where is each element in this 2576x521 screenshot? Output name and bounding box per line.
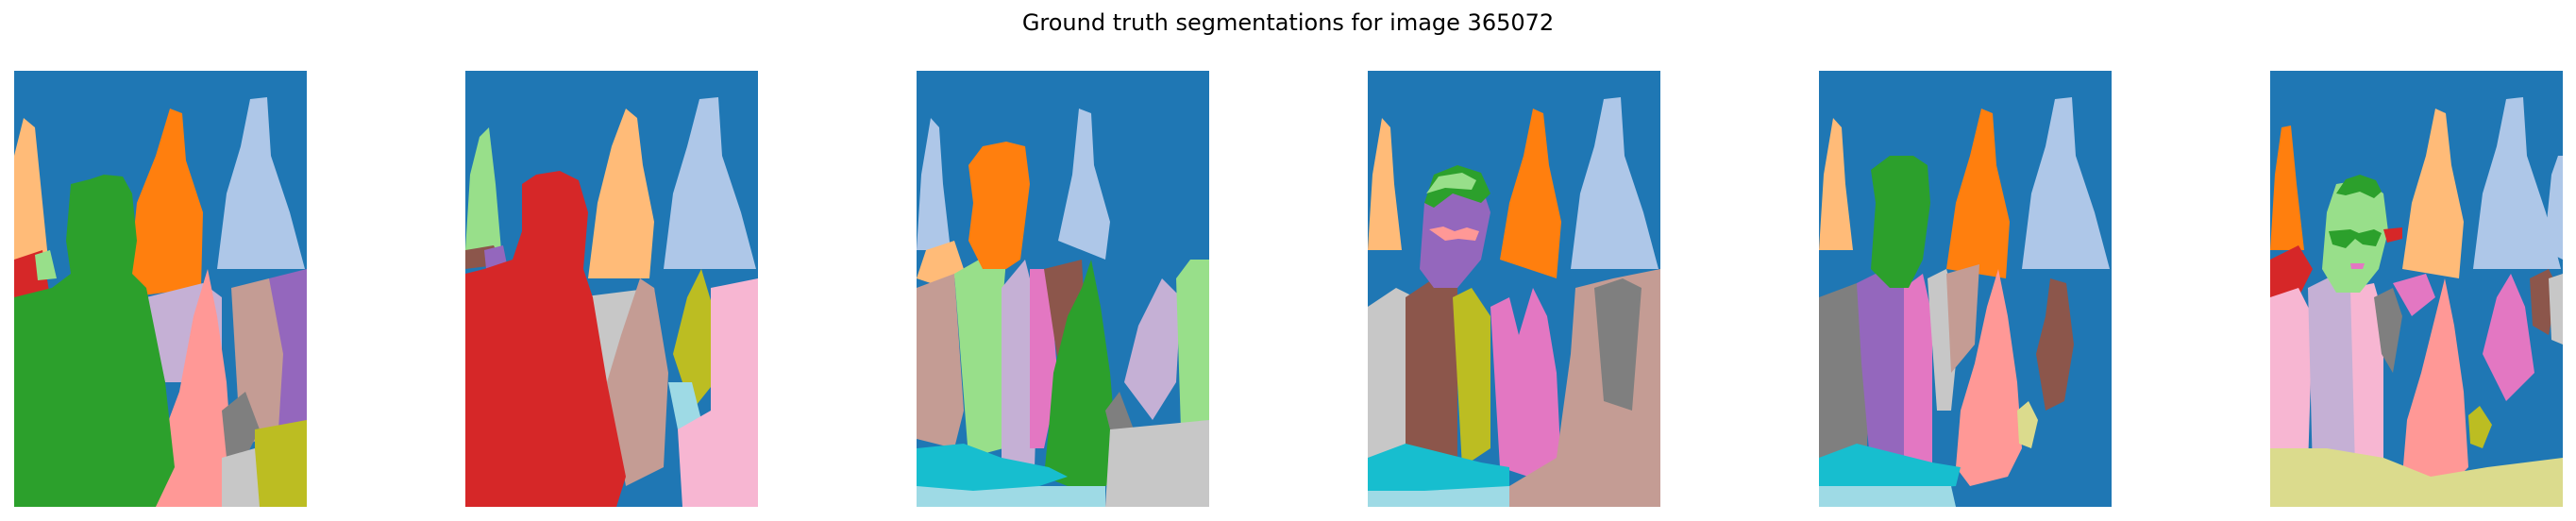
segment-person-red <box>465 171 626 507</box>
segment-lightpurple-right <box>1124 278 1181 420</box>
segment-purple <box>1857 269 1909 472</box>
segment-lightolive <box>2270 448 2563 507</box>
segment-gray <box>2374 288 2402 373</box>
segment-lightgreen-right <box>1176 260 1209 429</box>
segment-gray <box>222 392 260 467</box>
segment-lightcyan <box>668 382 701 429</box>
segmentation-map-5 <box>1819 71 2112 507</box>
segment-statue-lightblue-right <box>2544 156 2563 260</box>
segment-cyan <box>917 444 1068 491</box>
segment-lightpink <box>2270 288 2313 467</box>
segment-green-hair <box>2336 175 2382 198</box>
segmentation-panel-5 <box>1819 71 2112 507</box>
segmentation-panel-4 <box>1368 71 1660 507</box>
segment-lightgray <box>1105 420 1209 507</box>
segment-statue-blue-2 <box>1058 109 1110 260</box>
segment-pink <box>2393 274 2435 316</box>
segment-salmon <box>1956 269 2022 486</box>
segment-brown-right <box>2036 278 2074 411</box>
segment-lightgreen-small <box>35 250 57 280</box>
segment-statue-lightgreen <box>465 127 501 250</box>
segment-statue-blue <box>2022 97 2110 269</box>
segment-lightpink <box>678 278 758 507</box>
segment-green-glasses <box>2329 229 2382 248</box>
segment-pink-mouth <box>2350 263 2365 269</box>
segmentation-map-2 <box>465 71 758 507</box>
segment-lightgray <box>1368 288 1415 467</box>
segmentation-map-3 <box>917 71 1209 507</box>
segment-pink <box>1490 288 1561 477</box>
segment-lightgray <box>222 448 260 507</box>
segment-statue-orange-light <box>588 109 654 278</box>
segment-person-green <box>1871 156 1930 288</box>
segment-lightpink-2 <box>2350 283 2383 467</box>
segmentation-map-6 <box>2270 71 2563 507</box>
segmentation-panel-2 <box>465 71 758 507</box>
segment-lightbrown <box>917 274 964 448</box>
segment-red <box>2270 245 2313 297</box>
segment-statue-orange-left <box>2270 126 2304 250</box>
segment-green <box>1044 260 1120 486</box>
segment-statue-left <box>1819 118 1853 250</box>
segment-person-orange <box>968 142 1030 269</box>
segment-lightolive <box>2017 401 2038 448</box>
segment-lightcyan <box>1819 486 1956 507</box>
segment-statue-blue <box>664 97 756 269</box>
segment-olive-tie <box>1453 288 1490 467</box>
segment-olive <box>673 269 722 411</box>
segment-pink <box>1904 274 1932 467</box>
segment-salmon <box>156 269 231 507</box>
segment-cyan <box>1368 444 1509 491</box>
segment-olive <box>255 420 307 507</box>
segment-lightbrown <box>1946 264 1979 373</box>
segment-statue-orange <box>127 109 203 297</box>
segment-statue-blue <box>2473 97 2561 269</box>
segmentation-panel-6 <box>2270 71 2563 507</box>
segment-statue-lightorange <box>2402 109 2464 278</box>
figure-title: Ground truth segmentations for image 365… <box>1021 9 1555 36</box>
segment-gray <box>1819 283 1871 467</box>
segment-salmon-glasses <box>1429 227 1479 241</box>
segment-brown-vest <box>1406 278 1457 477</box>
segmentation-map-4 <box>1368 71 1660 507</box>
segment-person-green <box>14 175 175 507</box>
segment-lightgreen <box>954 255 1006 458</box>
segment-statue-left <box>14 118 48 260</box>
segmentation-panel-3 <box>917 71 1209 507</box>
segment-lightbrown <box>607 278 668 486</box>
segment-lightgreen-hair <box>1426 173 1476 193</box>
segment-statue-left <box>917 118 951 250</box>
segment-statue-blue <box>217 97 305 269</box>
segment-cyan <box>1819 444 1961 491</box>
segment-statue-orange <box>1946 109 2010 278</box>
segment-lightcyan <box>1368 486 1509 507</box>
segment-lightgray-right <box>2549 274 2563 345</box>
segment-statue-orange <box>1500 109 1561 278</box>
segmentation-panel-1 <box>14 71 307 507</box>
segment-statue-left <box>1368 118 1402 250</box>
segment-pink-right <box>2483 274 2534 401</box>
segment-lightpurple <box>2308 274 2355 472</box>
segment-red-glasses-lens <box>2383 227 2402 243</box>
segment-gray <box>1594 278 1642 411</box>
segment-olive <box>2468 406 2492 448</box>
segmentation-map-1 <box>14 71 307 507</box>
segment-statue-blue <box>1571 97 1658 269</box>
segment-salmon <box>2402 278 2468 486</box>
